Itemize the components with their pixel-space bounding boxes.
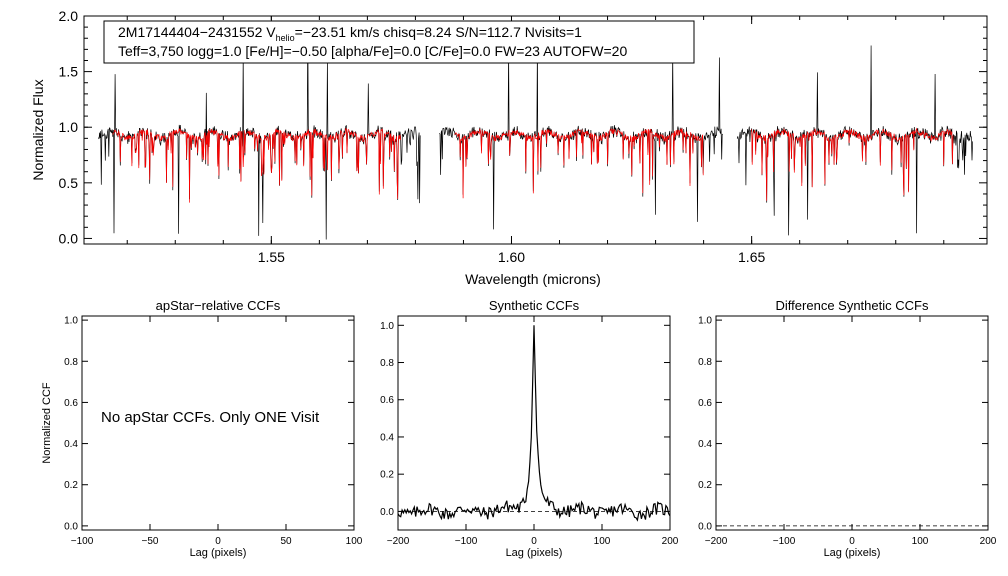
difference-y-tick-label: 0.2	[698, 480, 712, 491]
synthetic-y-tick-label: 0.4	[380, 432, 394, 443]
spectrum-x-ticks: 1.55 1.60 1.65	[126, 16, 945, 265]
synthetic-title: Synthetic CCFs	[489, 298, 580, 313]
synthetic-ccf-line	[397, 325, 671, 522]
apstar-x-tick-label: 0	[215, 536, 221, 547]
spectrum-y-tick-label: 1.5	[59, 64, 79, 80]
synthetic-x-tick-label: 0	[531, 536, 537, 547]
difference-y-tick-label: 0.4	[698, 439, 712, 450]
difference-x-tick-label: 0	[849, 536, 855, 547]
difference-ccf-panel: Difference Synthetic CCFs Lag (pixels) −…	[698, 298, 997, 559]
observed-flux-segment	[736, 45, 973, 236]
difference-x-tick-label: 200	[980, 536, 997, 547]
apstar-x-tick-label: −50	[142, 536, 159, 547]
synthetic-x-tick-label: 100	[594, 536, 611, 547]
spectrum-y-ticks: 0.0 0.5 1.0 1.5 2.0	[59, 8, 987, 246]
difference-y-tick-label: 0.8	[698, 357, 712, 368]
apstar-y-tick-label: 1.0	[64, 316, 78, 327]
spectrum-x-label: Wavelength (microns)	[465, 271, 601, 287]
spectrum-panel: 1.55 1.60 1.65 0.0 0.5 1.0 1.5 2.0 2M17144404−…	[30, 8, 988, 287]
synthetic-y-tick-label: 0.0	[380, 507, 394, 518]
apstar-ticks: −100 −50 0 50 100 0.0 0.2 0.4 0.6 0.8 1.0	[64, 316, 363, 547]
difference-x-tick-label: 100	[912, 536, 929, 547]
synthetic-ccf-curve	[397, 325, 671, 522]
difference-title: Difference Synthetic CCFs	[776, 298, 929, 313]
annotation-vhelio: =−23.51 km/s chisq=8.24 S/N=112.7 Nvisit…	[295, 24, 583, 40]
difference-y-tick-label: 1.0	[698, 316, 712, 327]
synthetic-y-tick-label: 0.6	[380, 395, 394, 406]
apstar-message: No apStar CCFs. Only ONE Visit	[101, 409, 320, 426]
spectrum-x-tick-label: 1.65	[738, 249, 765, 265]
difference-x-tick-label: −100	[773, 536, 796, 547]
synthetic-ccf-panel: Synthetic CCFs Lag (pixels) −200 −100 0 100…	[380, 298, 679, 559]
apstar-ccf-panel: apStar−relative CCFs Lag (pixels) Normal…	[41, 298, 363, 559]
apstar-y-tick-label: 0.4	[64, 439, 78, 450]
apstar-y-tick-label: 0.6	[64, 398, 78, 409]
apstar-title: apStar−relative CCFs	[156, 298, 281, 313]
apstar-x-label: Lag (pixels)	[190, 547, 247, 559]
annotation-box	[103, 20, 695, 64]
spectrum-y-tick-label: 2.0	[59, 8, 79, 24]
difference-ticks: −200 −100 0 100 200 0.0 0.2 0.4 0.6 0.8 1.0	[698, 316, 997, 547]
difference-x-label: Lag (pixels)	[824, 547, 881, 559]
annotation-subscript: helio	[276, 33, 295, 43]
synthetic-y-tick-label: 0.2	[380, 470, 394, 481]
model-flux-segment	[751, 127, 954, 201]
synthetic-x-tick-label: 200	[662, 536, 679, 547]
apstar-y-tick-label: 0.2	[64, 480, 78, 491]
synthetic-x-tick-label: −100	[455, 536, 478, 547]
model-spectrum-line	[112, 127, 954, 203]
observed-flux-segment	[439, 42, 723, 230]
annotation-star-id: 2M17144404−2431552 V	[118, 24, 276, 40]
spectrum-y-tick-label: 1.0	[59, 119, 79, 135]
spectrum-y-label: Normalized Flux	[30, 79, 46, 180]
apstar-x-tick-label: 50	[280, 536, 292, 547]
difference-y-tick-label: 0.0	[698, 521, 712, 532]
apstar-y-tick-label: 0.8	[64, 357, 78, 368]
synthetic-x-tick-label: −200	[387, 536, 410, 547]
model-flux-segment	[454, 127, 704, 199]
spectrum-y-tick-label: 0.5	[59, 175, 79, 191]
difference-axes-frame	[715, 315, 989, 531]
apstar-y-label: Normalized CCF	[41, 382, 53, 464]
annotation-line-1: 2M17144404−2431552 Vhelio=−23.51 km/s ch…	[118, 24, 582, 43]
spectrum-x-tick-label: 1.60	[498, 249, 525, 265]
apstar-y-tick-label: 0.0	[64, 521, 78, 532]
difference-y-tick-label: 0.6	[698, 398, 712, 409]
model-flux-segment	[112, 127, 401, 203]
spectrum-axes-frame	[83, 15, 988, 245]
synthetic-ticks: −200 −100 0 100 200 0.0 0.2 0.4 0.6 0.8 1.0	[380, 316, 679, 547]
annotation-line-2: Teff=3,750 logg=1.0 [Fe/H]=−0.50 [alpha/…	[118, 43, 627, 59]
observed-flux-segment	[98, 22, 421, 240]
apstar-x-tick-label: 100	[346, 536, 363, 547]
apstar-x-tick-label: −100	[71, 536, 94, 547]
synthetic-x-label: Lag (pixels)	[506, 547, 563, 559]
synthetic-y-tick-label: 1.0	[380, 321, 394, 332]
spectrum-y-tick-label: 0.0	[59, 230, 79, 246]
spectrum-x-tick-label: 1.55	[258, 249, 285, 265]
synthetic-y-tick-label: 0.8	[380, 358, 394, 369]
difference-x-tick-label: −200	[705, 536, 728, 547]
